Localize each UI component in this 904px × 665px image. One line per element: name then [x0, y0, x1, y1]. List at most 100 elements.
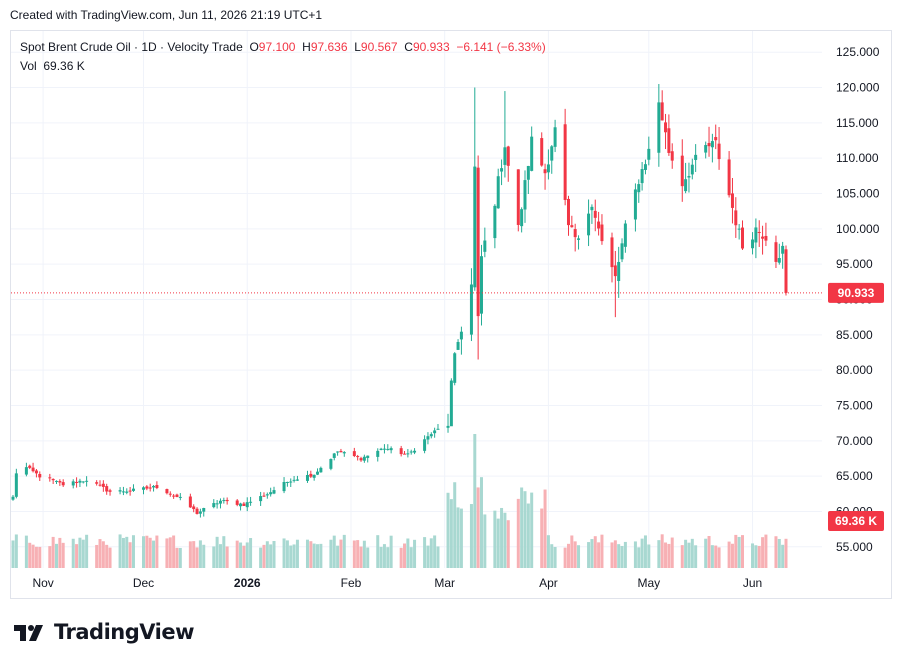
candle — [305, 470, 309, 483]
candle — [600, 214, 604, 245]
candle-body — [131, 488, 135, 491]
candle — [362, 454, 366, 463]
volume-bar — [295, 539, 299, 568]
volume-bar — [382, 544, 386, 568]
candle — [473, 87, 477, 291]
candle — [459, 326, 463, 355]
candle — [245, 497, 249, 512]
volume-bar — [282, 538, 286, 568]
volume-bar — [469, 504, 473, 568]
candle-body — [239, 503, 243, 507]
volume-bar — [85, 534, 89, 568]
candle-body — [259, 496, 263, 502]
candle — [687, 162, 691, 193]
volume-bar — [413, 539, 417, 568]
candle-body — [101, 483, 105, 487]
volume-bar — [600, 534, 604, 568]
candle — [436, 424, 440, 430]
candle — [155, 481, 159, 490]
candle-body — [433, 430, 437, 434]
candle — [289, 478, 293, 488]
high-value: 97.636 — [310, 40, 348, 54]
volume-bar — [108, 547, 112, 568]
volume-bar — [493, 510, 497, 568]
candle — [105, 483, 109, 495]
volume-bar — [235, 540, 239, 568]
volume-bar — [259, 547, 263, 568]
candle — [366, 455, 370, 463]
volume-bar — [456, 507, 460, 568]
volume-bar — [329, 539, 333, 568]
candle — [329, 458, 333, 471]
volume-bar — [309, 541, 313, 568]
candle-body — [660, 102, 664, 121]
candle — [660, 90, 664, 121]
x-tick-label: Apr — [539, 576, 558, 590]
volume-bar — [570, 535, 574, 568]
candle — [620, 238, 624, 263]
tradingview-logo[interactable]: TradingView — [12, 620, 194, 644]
candle — [356, 454, 360, 461]
candle — [316, 468, 320, 476]
candle-body — [118, 490, 122, 492]
candle — [717, 127, 721, 170]
candle — [540, 132, 544, 167]
candle — [31, 462, 35, 473]
candle — [192, 504, 196, 513]
candle-body — [459, 331, 463, 340]
candle — [359, 456, 363, 462]
candle — [496, 168, 500, 209]
volume-bar — [58, 537, 62, 568]
candle-body — [152, 486, 156, 488]
volume-bar — [242, 545, 246, 568]
volume-bar — [269, 544, 273, 568]
candle-body — [570, 225, 574, 228]
volume-bar — [195, 547, 199, 568]
x-tick-label: Nov — [32, 576, 53, 590]
last-volume-tag: 69.36 K — [828, 511, 884, 531]
candle — [342, 451, 346, 457]
open-label: O — [249, 40, 259, 54]
candle — [449, 378, 453, 427]
candle — [573, 223, 577, 252]
candle — [493, 204, 497, 249]
candle-body — [493, 205, 497, 239]
volume-bar — [222, 536, 226, 568]
candle-body — [757, 231, 761, 233]
candle-body — [617, 261, 621, 281]
candle — [566, 195, 570, 236]
candle — [647, 136, 651, 166]
volume-bar — [516, 498, 520, 568]
y-tick-label: 105.000 — [836, 187, 880, 201]
candle-body — [740, 227, 744, 249]
candle — [777, 243, 781, 265]
close-value: 90.933 — [412, 40, 450, 54]
candle-body — [717, 143, 721, 160]
candle-body — [727, 159, 731, 196]
candle-body — [292, 479, 296, 481]
volume-bar — [145, 535, 149, 568]
candle — [142, 486, 146, 495]
candle-body — [730, 193, 734, 208]
volume-bar — [664, 542, 668, 568]
volume-bar — [597, 542, 601, 568]
volume-bar — [48, 546, 52, 568]
candle — [265, 492, 269, 499]
candle — [623, 220, 627, 253]
volume-bar — [11, 540, 15, 568]
volume-bar — [530, 492, 534, 568]
volume-bar — [28, 542, 32, 568]
volume-bar — [316, 544, 320, 568]
volume-bar — [95, 544, 99, 568]
candle-series — [11, 83, 788, 518]
candle-body — [95, 482, 99, 484]
volume-bar — [215, 536, 219, 568]
volume-bar — [155, 535, 159, 568]
volume-bar — [446, 492, 450, 568]
candle — [399, 445, 403, 457]
y-tick-label: 75.000 — [836, 398, 873, 412]
candle — [332, 452, 336, 461]
candle — [740, 220, 744, 250]
volume-bar — [730, 543, 734, 568]
